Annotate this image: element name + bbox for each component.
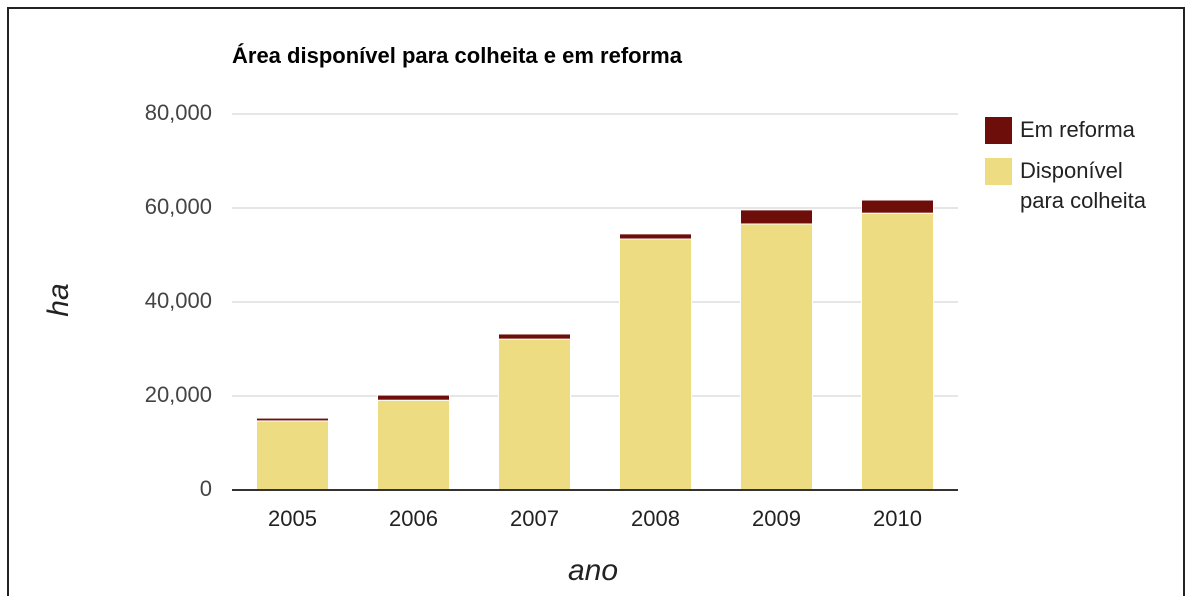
bar-segment [861, 199, 934, 214]
x-tick-label: 2006 [389, 506, 438, 531]
bar-segment [377, 394, 450, 401]
y-tick-label: 20,000 [145, 382, 212, 407]
bar-segment [498, 333, 571, 340]
bar-segment [498, 338, 571, 491]
bar-segment [619, 238, 692, 491]
y-tick-label: 40,000 [145, 288, 212, 313]
y-tick-label: 0 [200, 476, 212, 501]
bar-segment [861, 212, 934, 491]
y-tick-label: 60,000 [145, 194, 212, 219]
x-tick-label: 2007 [510, 506, 559, 531]
legend-item: Em reforma [985, 117, 1185, 145]
legend-label: Disponível para colheita [1020, 158, 1146, 213]
bar-segment [256, 417, 329, 422]
legend-swatch [985, 158, 1012, 185]
x-tick-label: 2010 [873, 506, 922, 531]
x-tick-label: 2009 [752, 506, 801, 531]
x-axis-label: ano [568, 554, 618, 587]
bar-segment [740, 209, 813, 225]
bar-segment [377, 399, 450, 491]
legend-label: Em reforma [1020, 117, 1135, 142]
x-tick-label: 2008 [631, 506, 680, 531]
x-tick-label: 2005 [268, 506, 317, 531]
y-axis-label: ha [42, 283, 75, 316]
chart-title: Área disponível para colheita e em refor… [232, 43, 683, 68]
bar-segment [619, 233, 692, 240]
bar-segment [256, 420, 329, 491]
bar-segment [740, 223, 813, 491]
legend-swatch [985, 117, 1012, 144]
y-tick-label: 80,000 [145, 100, 212, 125]
legend-item: Disponível para colheita [985, 158, 1185, 216]
